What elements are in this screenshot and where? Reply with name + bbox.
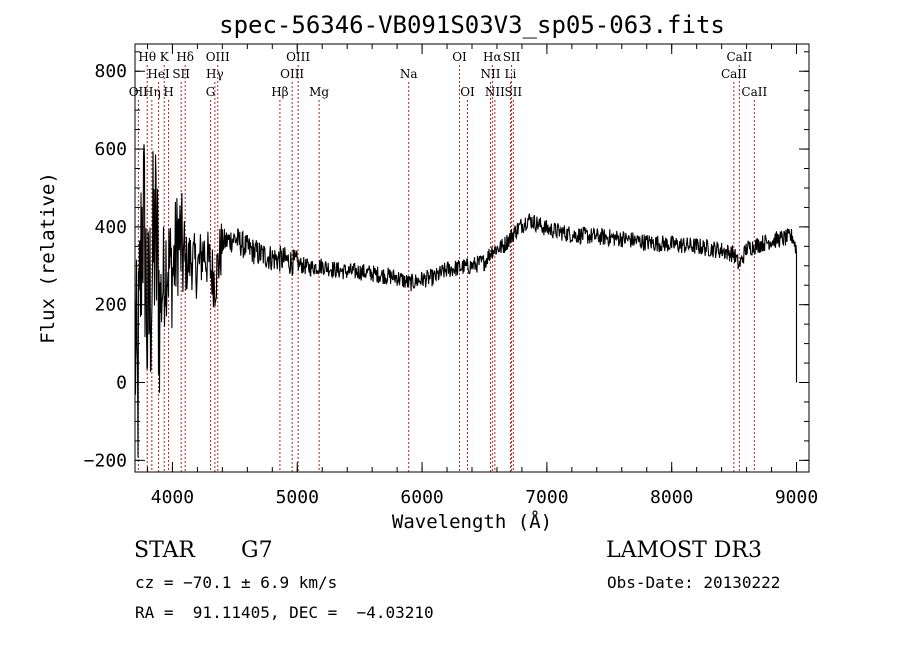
line-marker-label: CaII <box>726 50 752 64</box>
line-marker-label: Hη <box>143 85 161 99</box>
redshift-readout: cz = −70.1 ± 6.9 km/s <box>135 573 338 592</box>
x-tick-label: 4000 <box>151 487 194 508</box>
x-tick-label: 8000 <box>650 487 693 508</box>
line-marker-label: Li <box>505 67 517 81</box>
x-axis-ticks: 4000 5000 6000 7000 8000 9000 <box>146 44 818 508</box>
line-marker-label: K <box>160 50 170 64</box>
emission-line-markers <box>137 65 755 472</box>
line-marker-label: G <box>206 85 216 99</box>
line-marker-label: OIII <box>286 50 310 64</box>
x-tick-label: 5000 <box>276 487 319 508</box>
line-marker-label: HeI <box>147 67 170 81</box>
line-marker-label: Mg <box>309 85 329 99</box>
object-subclass: G7 <box>241 538 273 563</box>
line-marker-label: CaII <box>721 67 747 81</box>
object-class: STAR <box>134 538 195 563</box>
line-marker-label: OI <box>460 85 475 99</box>
emission-line-labels: Hθ OII K HeI Hη H SII Hδ OIII Hγ G Hβ OIII OIII Mg Na OI… <box>129 50 768 99</box>
line-marker-label: SII <box>504 85 522 99</box>
y-tick-label: 800 <box>94 61 127 82</box>
plot-frame <box>134 43 810 473</box>
x-tick-label: 6000 <box>400 487 443 508</box>
line-marker-label: OI <box>452 50 467 64</box>
chart-title: spec-56346-VB091S03V3_sp05-063.fits <box>219 11 725 39</box>
y-tick-label: 400 <box>94 217 127 238</box>
line-marker-label: Na <box>400 67 418 81</box>
line-marker-label: Hθ <box>138 50 156 64</box>
line-marker-label: OII <box>129 85 149 99</box>
x-tick-label: 9000 <box>775 487 818 508</box>
x-axis-label: Wavelength (Å) <box>392 510 552 533</box>
line-marker-label: NII <box>485 85 505 99</box>
x-tick-label: 7000 <box>525 487 568 508</box>
line-marker-label: SII <box>172 67 190 81</box>
survey-name: LAMOST DR3 <box>606 538 762 563</box>
line-marker-label: CaII <box>741 85 767 99</box>
coordinates-readout: RA = 91.11405, DEC = −4.03210 <box>135 603 434 622</box>
y-axis-ticks: −200 0 200 400 600 800 <box>84 51 809 471</box>
observation-date: Obs-Date: 20130222 <box>607 573 781 592</box>
line-marker-label: Hγ <box>206 67 224 81</box>
line-marker-label: NII <box>480 67 500 81</box>
y-tick-label: 0 <box>116 373 127 394</box>
y-axis-label: Flux (relative) <box>37 172 59 344</box>
line-marker-label: H <box>163 85 173 99</box>
line-marker-label: Hα <box>483 50 502 64</box>
y-tick-label: −200 <box>84 450 127 471</box>
y-tick-label: 600 <box>94 139 127 160</box>
y-tick-label: 200 <box>94 295 127 316</box>
line-marker-label: Hδ <box>176 50 194 64</box>
line-marker-label: SII <box>503 50 521 64</box>
spectrum-line <box>134 144 798 458</box>
line-marker-label: OIII <box>206 50 230 64</box>
line-marker-label: Hβ <box>271 85 288 99</box>
line-marker-label: OIII <box>280 67 304 81</box>
